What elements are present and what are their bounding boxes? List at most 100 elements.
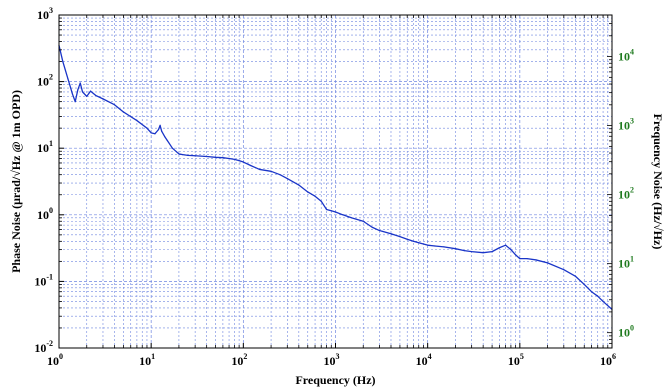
y-tick-label: 100 bbox=[37, 206, 53, 222]
series-point bbox=[159, 124, 161, 126]
y-tick-exponent: 0 bbox=[49, 206, 53, 215]
y-tick-base: 10 bbox=[37, 208, 49, 222]
series-point bbox=[443, 246, 445, 248]
y2-tick-label: 102 bbox=[618, 186, 634, 202]
y-axis-label: Phase Noise (μrad/√Hz @ 1m OPD) bbox=[9, 90, 23, 273]
series-point bbox=[362, 220, 364, 222]
series-point bbox=[222, 157, 224, 159]
minor-grid-x bbox=[86, 15, 609, 348]
x-tick-base: 10 bbox=[231, 354, 243, 368]
y-tick-exponent: -1 bbox=[46, 272, 53, 281]
series-point bbox=[583, 283, 585, 286]
series-point bbox=[89, 90, 92, 92]
y-tick-base: 10 bbox=[37, 75, 49, 89]
series-point bbox=[454, 248, 457, 250]
series-point bbox=[498, 247, 500, 249]
series-point bbox=[67, 78, 69, 80]
series-point bbox=[182, 154, 184, 156]
x-tick-exponent: 4 bbox=[428, 352, 432, 361]
y-tick-label: 103 bbox=[37, 6, 53, 22]
series-point bbox=[233, 158, 235, 160]
series-point bbox=[71, 93, 74, 95]
y2-tick-base: 10 bbox=[618, 257, 630, 271]
tick-marks bbox=[58, 14, 613, 349]
series-point bbox=[146, 127, 148, 129]
y-tick-base: 10 bbox=[34, 274, 46, 288]
series-point bbox=[102, 98, 104, 100]
series-point bbox=[178, 153, 180, 155]
series-point bbox=[378, 229, 381, 232]
x-axis-label: Frequency (Hz) bbox=[295, 373, 375, 387]
x-tick-label: 105 bbox=[508, 352, 524, 368]
x-tick-exponent: 0 bbox=[59, 352, 63, 361]
series-point bbox=[574, 275, 576, 277]
series-point bbox=[320, 200, 322, 202]
x-tick-label: 100 bbox=[47, 352, 63, 368]
y-tick-exponent: 2 bbox=[49, 73, 53, 82]
y-tick-exponent: 1 bbox=[49, 139, 53, 148]
series-point bbox=[471, 251, 473, 253]
series-point bbox=[314, 195, 316, 197]
series-point bbox=[334, 211, 337, 213]
series-point bbox=[482, 252, 484, 254]
series-point bbox=[325, 208, 328, 211]
y2-tick-exponent: 0 bbox=[630, 324, 634, 333]
series-point bbox=[194, 155, 196, 157]
series-point bbox=[526, 257, 528, 260]
series-point bbox=[535, 259, 537, 261]
series-point bbox=[434, 245, 436, 247]
series-point bbox=[342, 214, 344, 216]
y2-tick-exponent: 1 bbox=[630, 255, 634, 264]
series-point bbox=[270, 170, 272, 172]
x-tick-label: 104 bbox=[416, 352, 432, 368]
major-grid bbox=[59, 15, 612, 348]
y-tick-exponent: -2 bbox=[46, 339, 53, 348]
y-tick-base: 10 bbox=[34, 341, 46, 355]
y-tick-label: 10-2 bbox=[34, 339, 53, 355]
y2-tick-label: 104 bbox=[618, 48, 634, 64]
y-tick-label: 102 bbox=[37, 73, 53, 89]
y-tick-base: 10 bbox=[37, 8, 49, 22]
series-point bbox=[510, 249, 512, 251]
series-point bbox=[95, 94, 97, 97]
series-point bbox=[157, 129, 160, 131]
series-point bbox=[491, 251, 493, 253]
y2-axis-label: Frequency Noise (Hz/√Hz) bbox=[651, 114, 665, 250]
y2-tick-base: 10 bbox=[618, 188, 630, 202]
series-point bbox=[238, 160, 240, 162]
x-tick-exponent: 1 bbox=[151, 352, 155, 361]
y2-tick-label: 101 bbox=[618, 255, 634, 271]
x-tick-label: 106 bbox=[600, 352, 616, 368]
series-point bbox=[206, 155, 208, 158]
x-tick-exponent: 6 bbox=[612, 352, 616, 361]
series-point bbox=[298, 184, 300, 186]
y2-tick-exponent: 3 bbox=[630, 117, 634, 126]
series-point bbox=[546, 262, 549, 264]
x-tick-labels: 100 101 102 103 104 105 106 bbox=[47, 352, 616, 368]
y2-tick-base: 10 bbox=[618, 50, 630, 64]
series-point bbox=[228, 157, 230, 160]
series-point bbox=[214, 156, 217, 158]
series-point bbox=[77, 89, 79, 91]
series-point bbox=[504, 244, 507, 246]
x-tick-base: 10 bbox=[324, 354, 336, 368]
series-point bbox=[307, 191, 309, 193]
series-point bbox=[602, 300, 604, 303]
x-tick-exponent: 2 bbox=[243, 352, 247, 361]
series-point bbox=[286, 177, 288, 180]
series-point bbox=[279, 174, 281, 176]
series-point bbox=[250, 164, 252, 167]
series-point bbox=[390, 233, 392, 235]
series-point bbox=[150, 132, 152, 134]
y2-tick-label: 100 bbox=[618, 324, 634, 340]
series-point bbox=[242, 161, 244, 163]
x-tick-base: 10 bbox=[139, 354, 151, 368]
series-point bbox=[418, 242, 420, 244]
series-layer bbox=[58, 44, 613, 310]
series-point bbox=[515, 254, 517, 256]
x-tick-base: 10 bbox=[600, 354, 612, 368]
x-tick-exponent: 3 bbox=[336, 352, 340, 361]
series-point bbox=[161, 130, 163, 132]
series-point bbox=[563, 269, 565, 271]
series-point bbox=[122, 111, 125, 113]
